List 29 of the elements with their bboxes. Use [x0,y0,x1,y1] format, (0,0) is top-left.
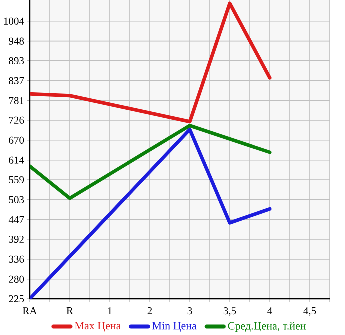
y-tick-label: 726 [9,116,24,124]
y-tick-label: 670 [9,136,24,144]
y-tick-label: 503 [9,196,24,204]
line-series [30,128,272,299]
x-tick-label: 3,5 [224,308,236,316]
y-tick-label: 280 [9,276,24,283]
y-tick-label: 1004 [4,18,24,25]
y-tick-label: 447 [8,216,24,224]
x-tick-label: 3 [188,308,192,315]
legend-label: Min Цена [152,322,197,332]
x-tick-label: 4 [268,308,272,314]
y-tick-label: 948 [9,38,24,45]
x-tick-label: 2 [148,308,152,314]
x-tick-label: 4,5 [304,308,316,316]
line-series [30,124,272,200]
x-tick-label: 1 [108,308,112,314]
x-tick-label: RA [23,308,38,314]
x-tick-label: R [66,308,74,314]
y-tick-label: 837 [9,77,24,84]
y-tick-label: 225 [9,295,24,303]
y-tick-label: 392 [9,236,24,244]
y-tick-label: 336 [9,256,24,263]
y-tick-label: 559 [9,176,24,184]
legend-label: Max Цена [75,322,122,332]
line-series [30,2,272,124]
y-tick-label: 781 [9,97,24,104]
legend-label: Сред.Цена, т.йен [228,322,306,332]
y-tick-label: 893 [9,57,24,64]
y-tick-label: 614 [9,156,24,164]
